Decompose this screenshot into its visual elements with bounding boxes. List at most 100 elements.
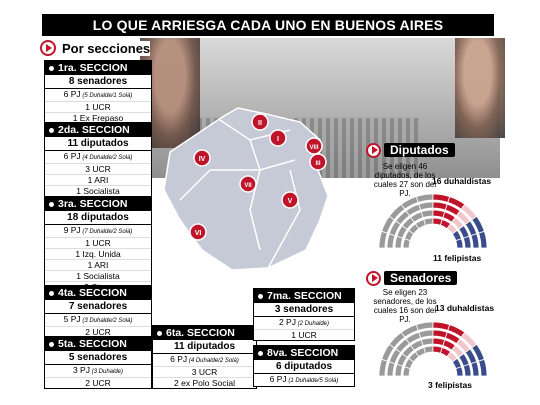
seat-segment: [462, 235, 472, 249]
senadores-note: Se eligen 23 senadores, de los cuales 16…: [373, 288, 437, 324]
diputados-bottom-callout: 11 felipistas: [433, 253, 482, 263]
party-note: (1 Duhalde/5 Solá): [286, 378, 339, 384]
diputados-hemicycle: [378, 193, 488, 249]
section-box-8: 8va. SECCION 6 diputados 6 PJ (1 Duhalde/5…: [253, 345, 355, 387]
section-name: 5ta. SECCION: [58, 338, 127, 350]
party-count: 1 Izq. Unida: [75, 249, 121, 259]
map-marker-label: VIII: [309, 145, 318, 151]
secciones-header: Por secciones: [40, 39, 151, 57]
section-row: 3 UCR: [45, 164, 151, 175]
senadores-bottom-callout: 3 felipistas: [428, 380, 472, 390]
bullet-icon: [49, 201, 54, 207]
seat-segment: [432, 321, 451, 331]
play-icon: [40, 40, 56, 56]
section-title: 3ra. SECCION: [45, 197, 151, 211]
party-count: 3 UCR: [191, 367, 218, 377]
section-row: 2 UCR: [45, 378, 151, 388]
map-marker-2: [251, 113, 269, 131]
party-count: 1 Socialista: [76, 186, 120, 196]
map-marker-3: [309, 153, 327, 171]
map-marker-label: IV: [199, 156, 206, 163]
section-title: 4ta. SECCION: [45, 286, 151, 300]
seat-segment: [378, 230, 388, 249]
section-row: 6 PJ (1 Duhalde/5 Solá): [254, 374, 354, 386]
seat-segment: [478, 230, 488, 249]
section-title: 7ma. SECCION: [254, 289, 354, 303]
section-row: 6 PJ (4 Duhalde/2 Solá): [153, 354, 256, 367]
seat-segment: [423, 217, 434, 226]
portrait-right: [455, 38, 505, 138]
map-marker-7: [239, 175, 257, 193]
section-title: 1ra. SECCION: [45, 61, 151, 75]
bullet-icon: [258, 350, 263, 356]
party-count: 3 PJ: [72, 365, 90, 375]
party-count: 2 ex Polo Social: [174, 378, 235, 388]
party-count: 1 ARI: [87, 175, 109, 185]
seat-segment: [470, 361, 480, 377]
party-count: 1 UCR: [85, 238, 111, 248]
map-marker-1: [269, 129, 287, 147]
section-name: 8va. SECCION: [267, 347, 339, 359]
section-title: 5ta. SECCION: [45, 337, 151, 351]
section-name: 6ta. SECCION: [166, 327, 235, 339]
party-note: (3 Duhalde/2 Solá): [80, 318, 133, 324]
map-marker-5: [281, 191, 299, 209]
party-note: (4 Duhalde/2 Solá): [80, 155, 133, 161]
party-count: 5 PJ: [63, 314, 81, 324]
section-seats: 11 diputados: [45, 137, 151, 151]
seat-segment: [418, 329, 434, 339]
section-box-7: 7ma. SECCION 3 senadores 2 PJ (2 Duhalde) 1…: [253, 288, 355, 341]
diputados-top-callout: 16 duhaldistas: [432, 176, 492, 186]
section-name: 1ra. SECCION: [58, 62, 128, 74]
party-count: 1 Socialista: [76, 271, 120, 281]
section-row: 1 UCR: [45, 238, 151, 249]
bullet-icon: [49, 127, 54, 133]
party-count: 6 PJ: [170, 354, 188, 364]
section-row: 1 UCR: [254, 330, 354, 340]
section-row: 1 Socialista: [45, 186, 151, 196]
section-row: 5 PJ (3 Duhalde/2 Solá): [45, 314, 151, 327]
section-row: 6 PJ (4 Duhalde/2 Solá): [45, 151, 151, 164]
section-row: 1 Ex Frepaso: [45, 113, 151, 123]
section-row: 2 ex Polo Social: [153, 378, 256, 388]
section-row: 2 PJ (2 Duhalde): [254, 317, 354, 330]
bullet-icon: [258, 293, 263, 299]
map-marker-6: [189, 223, 207, 241]
bullet-icon: [157, 330, 162, 336]
section-row: 1 ARI: [45, 260, 151, 271]
section-seats: 7 senadores: [45, 300, 151, 314]
party-note: (4 Duhalde/2 Solá): [187, 358, 239, 364]
section-row: 9 PJ (7 Duhalde/2 Solá): [45, 225, 151, 238]
section-title: 8va. SECCION: [254, 346, 354, 360]
party-note: (2 Duhalde): [295, 321, 330, 327]
bullet-icon: [49, 341, 54, 347]
section-box-3: 3ra. SECCION 18 diputados 9 PJ (7 Duhalde/…: [44, 196, 152, 293]
seat-segment: [418, 201, 434, 211]
map-marker-label: II: [258, 120, 262, 127]
party-count: 6 PJ: [63, 89, 81, 99]
party-count: 9 PJ: [63, 225, 81, 235]
seat-segment: [386, 361, 396, 377]
section-box-2: 2da. SECCION 11 diputados 6 PJ (4 Duhalde/…: [44, 122, 152, 197]
section-seats: 6 diputados: [254, 360, 354, 374]
seat-segment: [386, 233, 396, 249]
section-box-1: 1ra. SECCION 8 senadores 6 PJ (5 Duhalde/1…: [44, 60, 152, 124]
seat-segment: [432, 329, 448, 339]
secciones-label: Por secciones: [62, 40, 151, 56]
section-name: 7ma. SECCION: [267, 290, 342, 302]
section-seats: 8 senadores: [45, 75, 151, 89]
party-note: (7 Duhalde/2 Solá): [80, 229, 133, 235]
seat-segment: [462, 363, 472, 377]
seat-segment: [423, 345, 434, 354]
party-count: 6 PJ: [269, 374, 287, 384]
seat-segment: [432, 201, 448, 211]
map-marker-label: VII: [244, 183, 252, 189]
map-marker-label: III: [315, 161, 320, 167]
play-icon: [366, 142, 381, 158]
seat-segment: [420, 337, 434, 347]
section-title: 2da. SECCION: [45, 123, 151, 137]
section-seats: 11 diputados: [153, 340, 256, 354]
section-name: 3ra. SECCION: [58, 198, 128, 210]
bullet-icon: [49, 65, 54, 71]
section-row: 3 UCR: [153, 367, 256, 378]
